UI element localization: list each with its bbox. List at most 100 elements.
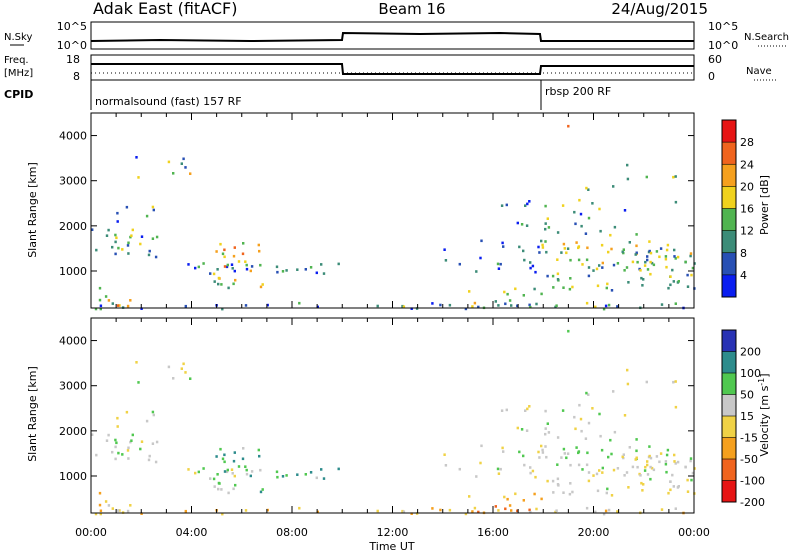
echo-cell bbox=[276, 270, 279, 274]
echo-cell bbox=[125, 205, 129, 209]
echo-cell bbox=[444, 464, 448, 467]
echo-cell bbox=[126, 304, 130, 308]
echo-cell bbox=[560, 251, 563, 254]
echo-cell bbox=[644, 260, 647, 264]
echo-cell bbox=[598, 412, 601, 416]
echo-cell bbox=[129, 299, 132, 302]
echo-cell bbox=[598, 207, 601, 211]
echo-cell bbox=[555, 509, 558, 512]
echo-cell bbox=[677, 280, 680, 283]
echo-cell bbox=[184, 166, 187, 169]
echo-cell bbox=[401, 509, 404, 513]
echo-cell bbox=[556, 483, 560, 486]
velocity-colorbar-exp: -1 bbox=[757, 378, 766, 386]
colorbar-segment bbox=[722, 373, 736, 395]
echo-cell bbox=[114, 240, 117, 244]
echo-cell bbox=[516, 221, 519, 225]
echo-cell bbox=[575, 446, 578, 449]
echo-cell bbox=[216, 268, 219, 271]
echo-cell bbox=[281, 270, 285, 273]
echo-cell bbox=[520, 223, 524, 226]
echo-cell bbox=[197, 265, 200, 269]
echo-cell bbox=[587, 188, 590, 191]
freq-panel: Freq. [MHz] 18 8 60 0 Nave bbox=[4, 53, 776, 83]
echo-cell bbox=[135, 156, 138, 159]
echo-cell bbox=[148, 249, 151, 253]
echo-cell bbox=[220, 283, 223, 286]
colorbar-segment bbox=[722, 394, 736, 417]
echo-cell bbox=[212, 272, 216, 276]
echo-cell bbox=[599, 229, 602, 233]
colorbar-tick-label: 24 bbox=[740, 158, 754, 171]
echo-cell bbox=[216, 473, 219, 476]
echo-cell bbox=[232, 282, 235, 286]
echo-cell bbox=[616, 262, 620, 265]
echo-cell bbox=[140, 512, 143, 515]
echo-cell bbox=[131, 228, 134, 232]
x-tick-label: 16:00 bbox=[477, 526, 509, 539]
colorbar-segment bbox=[722, 351, 736, 374]
echo-cell bbox=[245, 267, 249, 271]
echo-cell bbox=[664, 257, 668, 261]
echo-cell bbox=[443, 248, 446, 251]
echo-cell bbox=[660, 303, 664, 306]
echo-cell bbox=[167, 160, 171, 164]
echo-cell bbox=[473, 301, 477, 305]
echo-cell bbox=[612, 185, 615, 188]
echo-cell bbox=[194, 471, 197, 475]
echo-cell bbox=[643, 264, 647, 267]
echo-cell bbox=[649, 251, 653, 255]
power-colorbar-word: Power [dB] bbox=[758, 175, 771, 235]
echo-cell bbox=[665, 248, 669, 252]
echo-cell bbox=[316, 305, 319, 309]
echo-cell bbox=[230, 468, 234, 471]
x-tick-label: 08:00 bbox=[276, 526, 308, 539]
echo-cell bbox=[439, 303, 442, 307]
echo-cell bbox=[555, 304, 558, 307]
colorbar-tick-label: 4 bbox=[740, 269, 747, 282]
echo-cell bbox=[674, 462, 677, 465]
echo-cell bbox=[544, 240, 547, 243]
echo-cell bbox=[626, 368, 629, 372]
echo-cell bbox=[431, 507, 434, 510]
echo-cell bbox=[587, 479, 591, 483]
echo-cell bbox=[600, 243, 604, 247]
echo-cell bbox=[595, 267, 599, 271]
echo-cell bbox=[154, 460, 158, 464]
echo-cell bbox=[131, 433, 134, 437]
echo-cell bbox=[649, 260, 652, 264]
echo-cell bbox=[622, 248, 625, 251]
echo-cell bbox=[184, 304, 187, 308]
nave-label: Nave bbox=[746, 66, 772, 77]
echo-cell bbox=[259, 263, 262, 267]
echo-cell bbox=[516, 304, 519, 308]
echo-cell bbox=[266, 508, 269, 512]
echo-cell bbox=[114, 445, 117, 449]
echo-cell bbox=[613, 430, 617, 434]
echo-cell bbox=[499, 262, 502, 266]
echo-cell bbox=[646, 268, 650, 271]
y-tick-label: 3000 bbox=[59, 380, 87, 393]
echo-cell bbox=[111, 302, 114, 305]
echo-cell bbox=[544, 427, 547, 430]
echo-cell bbox=[184, 371, 187, 374]
echo-cell bbox=[225, 265, 229, 269]
echo-cell bbox=[626, 177, 630, 181]
echo-cell bbox=[562, 491, 565, 494]
nsky-tick-bottom: 10^0 bbox=[57, 39, 87, 52]
echo-cell bbox=[569, 277, 572, 280]
colorbar-tick-label: -15 bbox=[740, 432, 758, 445]
echo-cell bbox=[221, 457, 225, 461]
echo-cell bbox=[587, 216, 591, 220]
colorbar-tick-label: 8 bbox=[740, 247, 747, 260]
echo-cell bbox=[674, 257, 677, 260]
echo-cell bbox=[494, 505, 497, 508]
echo-cell bbox=[197, 470, 200, 474]
echo-cell bbox=[649, 465, 652, 469]
echo-cell bbox=[223, 248, 226, 252]
echo-cell bbox=[147, 458, 151, 462]
echo-cell bbox=[571, 490, 574, 494]
echo-cell bbox=[569, 463, 572, 467]
echo-cell bbox=[115, 441, 118, 445]
echo-cell bbox=[497, 267, 501, 270]
